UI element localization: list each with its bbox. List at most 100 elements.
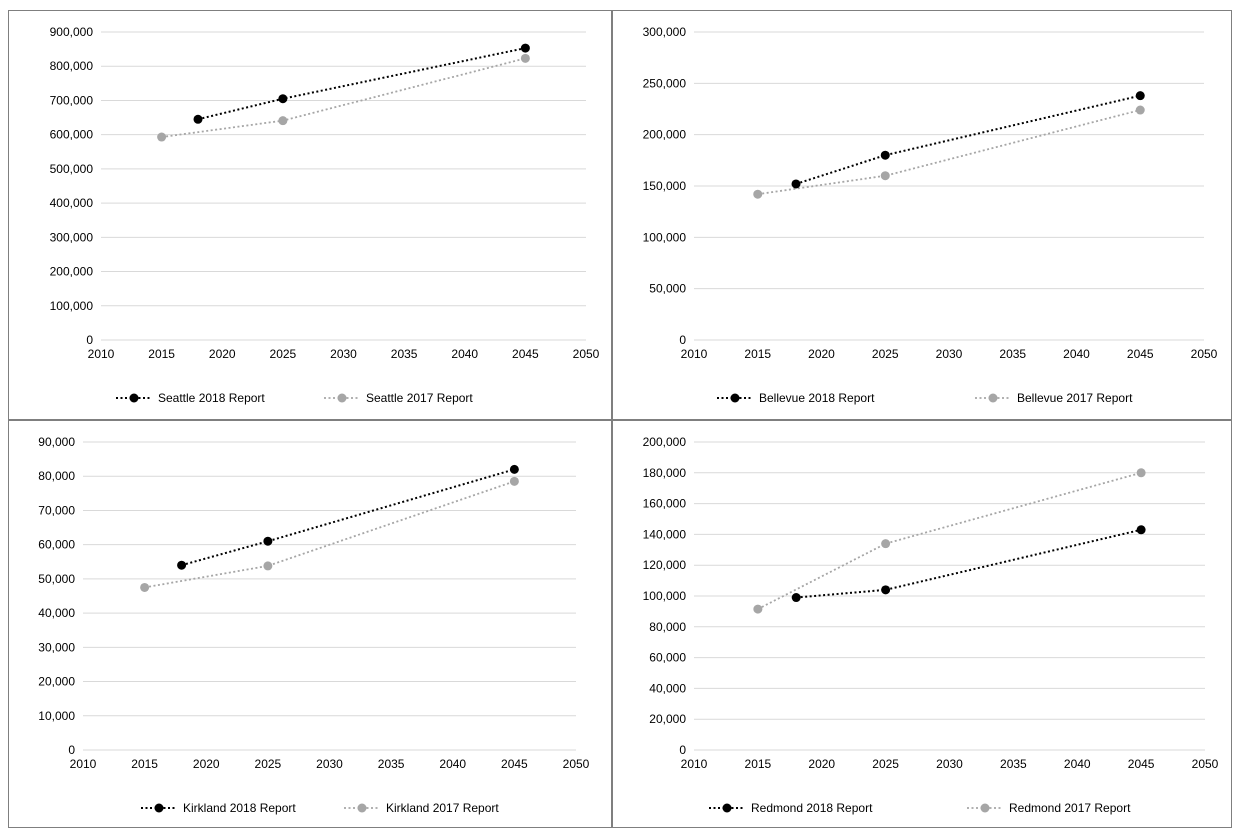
y-tick-label: 300,000: [50, 230, 94, 244]
data-point-redmond-2018-report: [1136, 525, 1146, 535]
x-tick-label: 2010: [681, 757, 708, 771]
panel-border: [612, 10, 1232, 420]
data-point-bellevue-2017-report: [753, 189, 763, 199]
legend-swatch-marker: [988, 393, 998, 403]
y-tick-label: 700,000: [50, 93, 94, 107]
x-tick-label: 2040: [1063, 347, 1090, 361]
data-point-seattle-2018-report: [520, 43, 530, 53]
x-tick-label: 2030: [936, 347, 963, 361]
legend-swatch-marker: [980, 803, 990, 813]
legend-label-redmond-2018-report: Redmond 2018 Report: [751, 801, 873, 815]
legend-label-kirkland-2017-report: Kirkland 2017 Report: [386, 801, 499, 815]
y-tick-label: 160,000: [643, 497, 687, 511]
series-line-redmond-2017-report: [757, 471, 1142, 610]
y-tick-label: 140,000: [643, 527, 687, 541]
data-point-seattle-2017-report: [520, 53, 530, 63]
y-tick-label: 20,000: [38, 675, 75, 689]
x-tick-label: 2045: [1127, 347, 1154, 361]
chart-panel-bellevue: 0 50,000 100,000 150,000 200,000 250,000 300,0…: [612, 10, 1232, 420]
x-tick-label: 2025: [270, 347, 297, 361]
x-tick-label: 2045: [512, 347, 539, 361]
y-tick-label: 400,000: [50, 196, 94, 210]
y-tick-label: 100,000: [643, 230, 687, 244]
data-point-redmond-2018-report: [881, 585, 891, 595]
legend-label-seattle-2018-report: Seattle 2018 Report: [158, 391, 265, 405]
x-tick-label: 2045: [501, 757, 528, 771]
legend-swatch-marker: [722, 803, 732, 813]
x-tick-label: 2035: [378, 757, 405, 771]
y-tick-label: 200,000: [643, 435, 687, 449]
legend-swatch-marker: [154, 803, 164, 813]
data-point-kirkland-2017-report: [140, 582, 150, 592]
x-tick-label: 2010: [70, 757, 97, 771]
x-tick-label: 2050: [573, 347, 600, 361]
y-tick-label: 30,000: [38, 640, 75, 654]
data-point-bellevue-2017-report: [1135, 105, 1145, 115]
x-tick-label: 2015: [744, 347, 771, 361]
x-tick-label: 2015: [148, 347, 175, 361]
x-tick-label: 2040: [439, 757, 466, 771]
data-point-kirkland-2018-report: [263, 536, 273, 546]
x-tick-label: 2025: [872, 757, 899, 771]
legend-swatch-marker: [129, 393, 139, 403]
x-tick-label: 2020: [193, 757, 220, 771]
legend-swatch-marker: [730, 393, 740, 403]
data-point-kirkland-2018-report: [509, 464, 519, 474]
x-tick-label: 2020: [209, 347, 236, 361]
data-point-bellevue-2018-report: [791, 179, 801, 189]
y-tick-label: 20,000: [649, 712, 686, 726]
x-tick-label: 2010: [681, 347, 708, 361]
chart-panel-kirkland: 0 10,000 20,000 30,000 40,000 50,000 60,000 70,…: [8, 420, 612, 828]
data-point-redmond-2017-report: [881, 539, 891, 549]
data-point-seattle-2018-report: [278, 94, 288, 104]
x-tick-label: 2015: [131, 757, 158, 771]
x-tick-label: 2050: [1192, 757, 1219, 771]
data-point-seattle-2017-report: [278, 116, 288, 126]
data-point-bellevue-2018-report: [1135, 91, 1145, 101]
y-tick-label: 0: [86, 333, 93, 347]
y-tick-label: 600,000: [50, 128, 94, 142]
x-tick-label: 2030: [330, 347, 357, 361]
chart-svg: 0 20,000 40,000 60,000 80,000 100,000 120,000 1…: [612, 420, 1232, 828]
data-point-seattle-2017-report: [157, 132, 167, 142]
y-tick-label: 0: [679, 743, 686, 757]
data-point-bellevue-2017-report: [880, 171, 890, 181]
y-tick-label: 60,000: [38, 538, 75, 552]
x-tick-label: 2015: [745, 757, 772, 771]
y-tick-label: 100,000: [643, 589, 687, 603]
x-tick-label: 2025: [255, 757, 282, 771]
series-line-kirkland-2017-report: [144, 480, 515, 589]
data-point-kirkland-2017-report: [263, 561, 273, 571]
x-tick-label: 2030: [936, 757, 963, 771]
y-tick-label: 200,000: [50, 265, 94, 279]
x-tick-label: 2045: [1128, 757, 1155, 771]
x-tick-label: 2020: [808, 757, 835, 771]
x-tick-label: 2030: [316, 757, 343, 771]
panel-border: [612, 420, 1232, 828]
legend-label-seattle-2017-report: Seattle 2017 Report: [366, 391, 473, 405]
x-tick-label: 2050: [563, 757, 590, 771]
chart-svg: 0 10,000 20,000 30,000 40,000 50,000 60,000 70,…: [8, 420, 612, 828]
y-tick-label: 180,000: [643, 466, 687, 480]
x-tick-label: 2025: [872, 347, 899, 361]
data-point-kirkland-2018-report: [177, 560, 187, 570]
y-tick-label: 200,000: [643, 128, 687, 142]
y-tick-label: 40,000: [649, 681, 686, 695]
x-tick-label: 2020: [808, 347, 835, 361]
legend-label-bellevue-2017-report: Bellevue 2017 Report: [1017, 391, 1133, 405]
x-tick-label: 2050: [1191, 347, 1218, 361]
y-tick-label: 90,000: [38, 435, 75, 449]
y-tick-label: 500,000: [50, 162, 94, 176]
data-point-bellevue-2018-report: [880, 150, 890, 160]
data-point-redmond-2018-report: [791, 593, 801, 603]
y-tick-label: 70,000: [38, 503, 75, 517]
legend-swatch-marker: [337, 393, 347, 403]
x-tick-label: 2040: [451, 347, 478, 361]
y-tick-label: 50,000: [649, 282, 686, 296]
chart-svg: 0 100,000 200,000 300,000 400,000 500,000 600,…: [8, 10, 612, 420]
data-point-seattle-2018-report: [193, 114, 203, 124]
legend-swatch-marker: [357, 803, 367, 813]
chart-svg: 0 50,000 100,000 150,000 200,000 250,000 300,0…: [612, 10, 1232, 420]
y-tick-label: 60,000: [649, 651, 686, 665]
